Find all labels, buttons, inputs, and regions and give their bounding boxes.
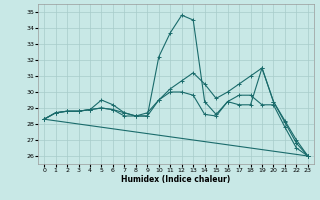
X-axis label: Humidex (Indice chaleur): Humidex (Indice chaleur) [121, 175, 231, 184]
